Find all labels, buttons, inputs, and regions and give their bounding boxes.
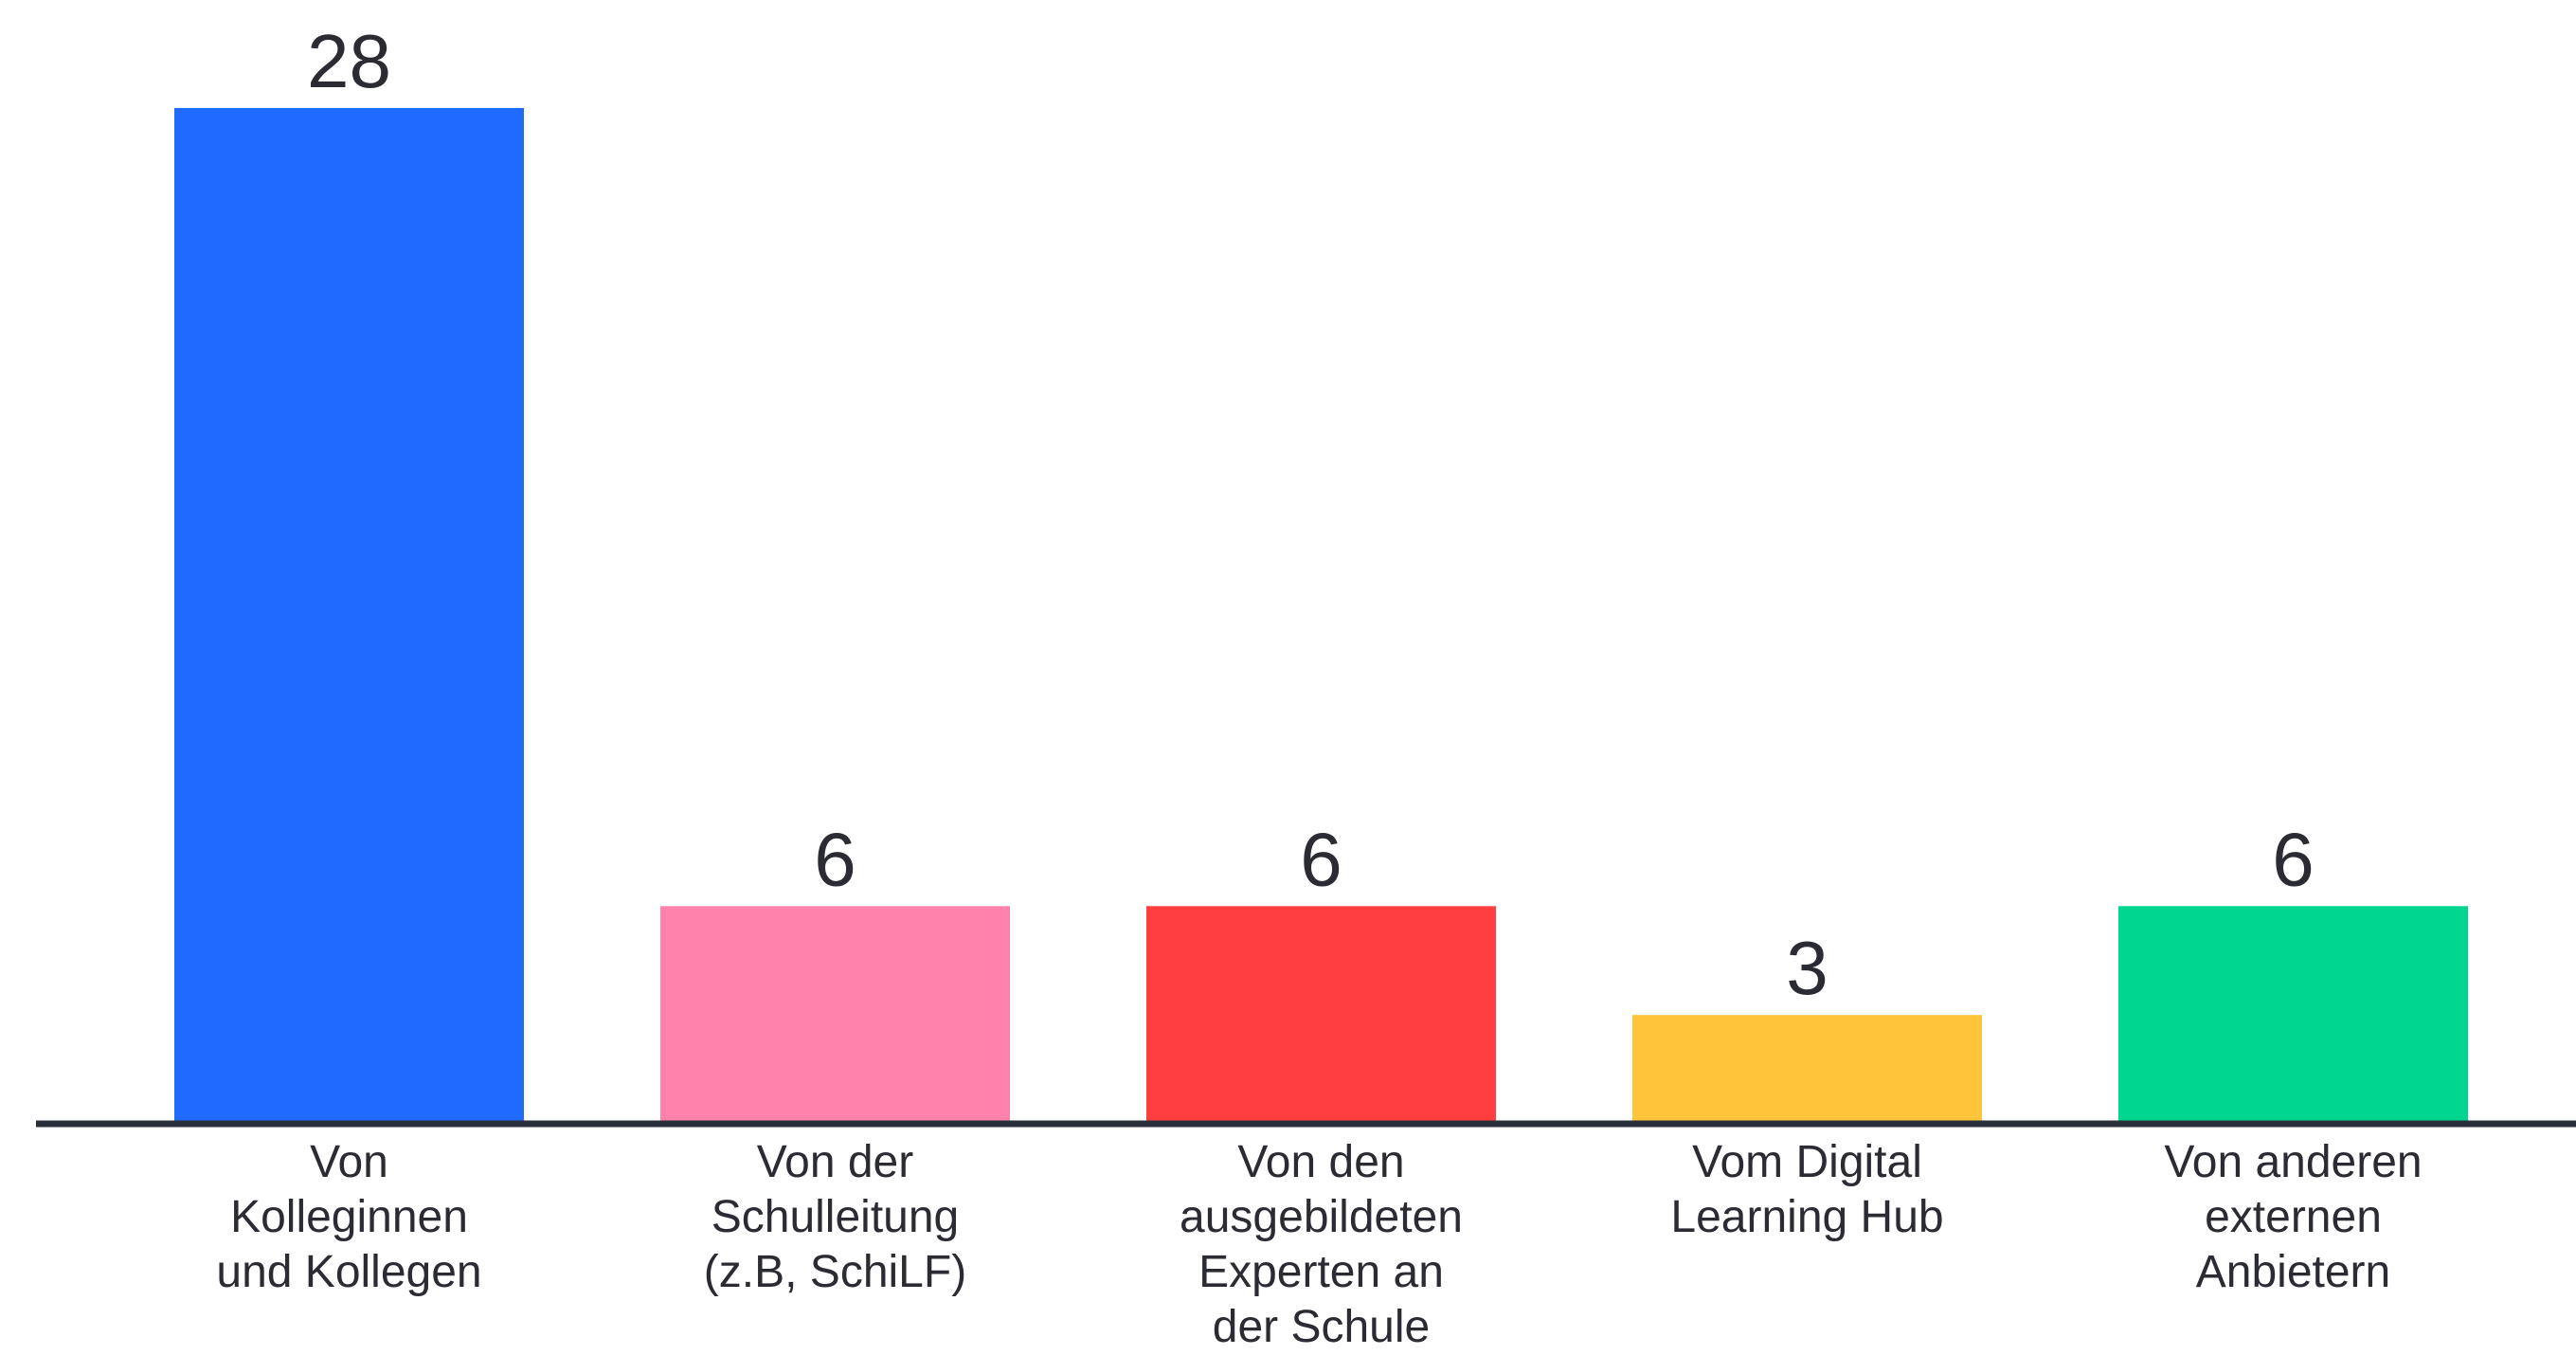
bar xyxy=(1632,1015,1982,1124)
x-tick-label: Von anderen externen Anbietern xyxy=(2164,1137,2423,1297)
x-tick-label: Von der Schulleitung (z.B, SchiLF) xyxy=(703,1137,967,1297)
value-label: 6 xyxy=(814,817,856,901)
value-label: 28 xyxy=(307,19,391,103)
bar xyxy=(174,108,524,1124)
bar xyxy=(660,906,1010,1124)
bar xyxy=(1146,906,1496,1124)
x-tick-label: Vom Digital Learning Hub xyxy=(1670,1137,1944,1242)
value-label: 3 xyxy=(1786,926,1828,1010)
x-tick-label: Von den ausgebildeten Experten an der Sc… xyxy=(1180,1137,1463,1352)
x-tick-label: Von Kolleginnen und Kollegen xyxy=(216,1137,482,1297)
bar xyxy=(2118,906,2468,1124)
value-label: 6 xyxy=(2272,817,2315,901)
value-label: 6 xyxy=(1300,817,1342,901)
